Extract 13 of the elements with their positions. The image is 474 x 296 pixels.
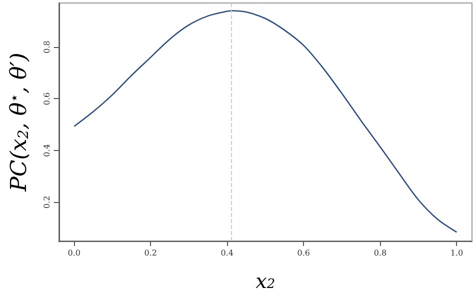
y-tick-label: 0.6 xyxy=(42,92,52,106)
x-tick-label: 1.0 xyxy=(450,248,464,258)
y-tick-label: 0.8 xyxy=(42,40,52,54)
x-tick-label: 0.2 xyxy=(144,248,157,258)
x-tick-label: 0.8 xyxy=(374,248,387,258)
y-tick-label: 0.4 xyxy=(42,144,52,157)
x-tick-label: 0.6 xyxy=(297,248,310,258)
line-series xyxy=(73,10,458,233)
y-axis-title: PC(x2, θ⋆, θ′) xyxy=(6,52,32,192)
x-axis-title: x2 xyxy=(256,269,276,293)
x-tick-label: 0.0 xyxy=(68,248,80,258)
y-tick-label: 0.2 xyxy=(42,196,52,209)
x-tick-label: 0.4 xyxy=(220,248,234,258)
